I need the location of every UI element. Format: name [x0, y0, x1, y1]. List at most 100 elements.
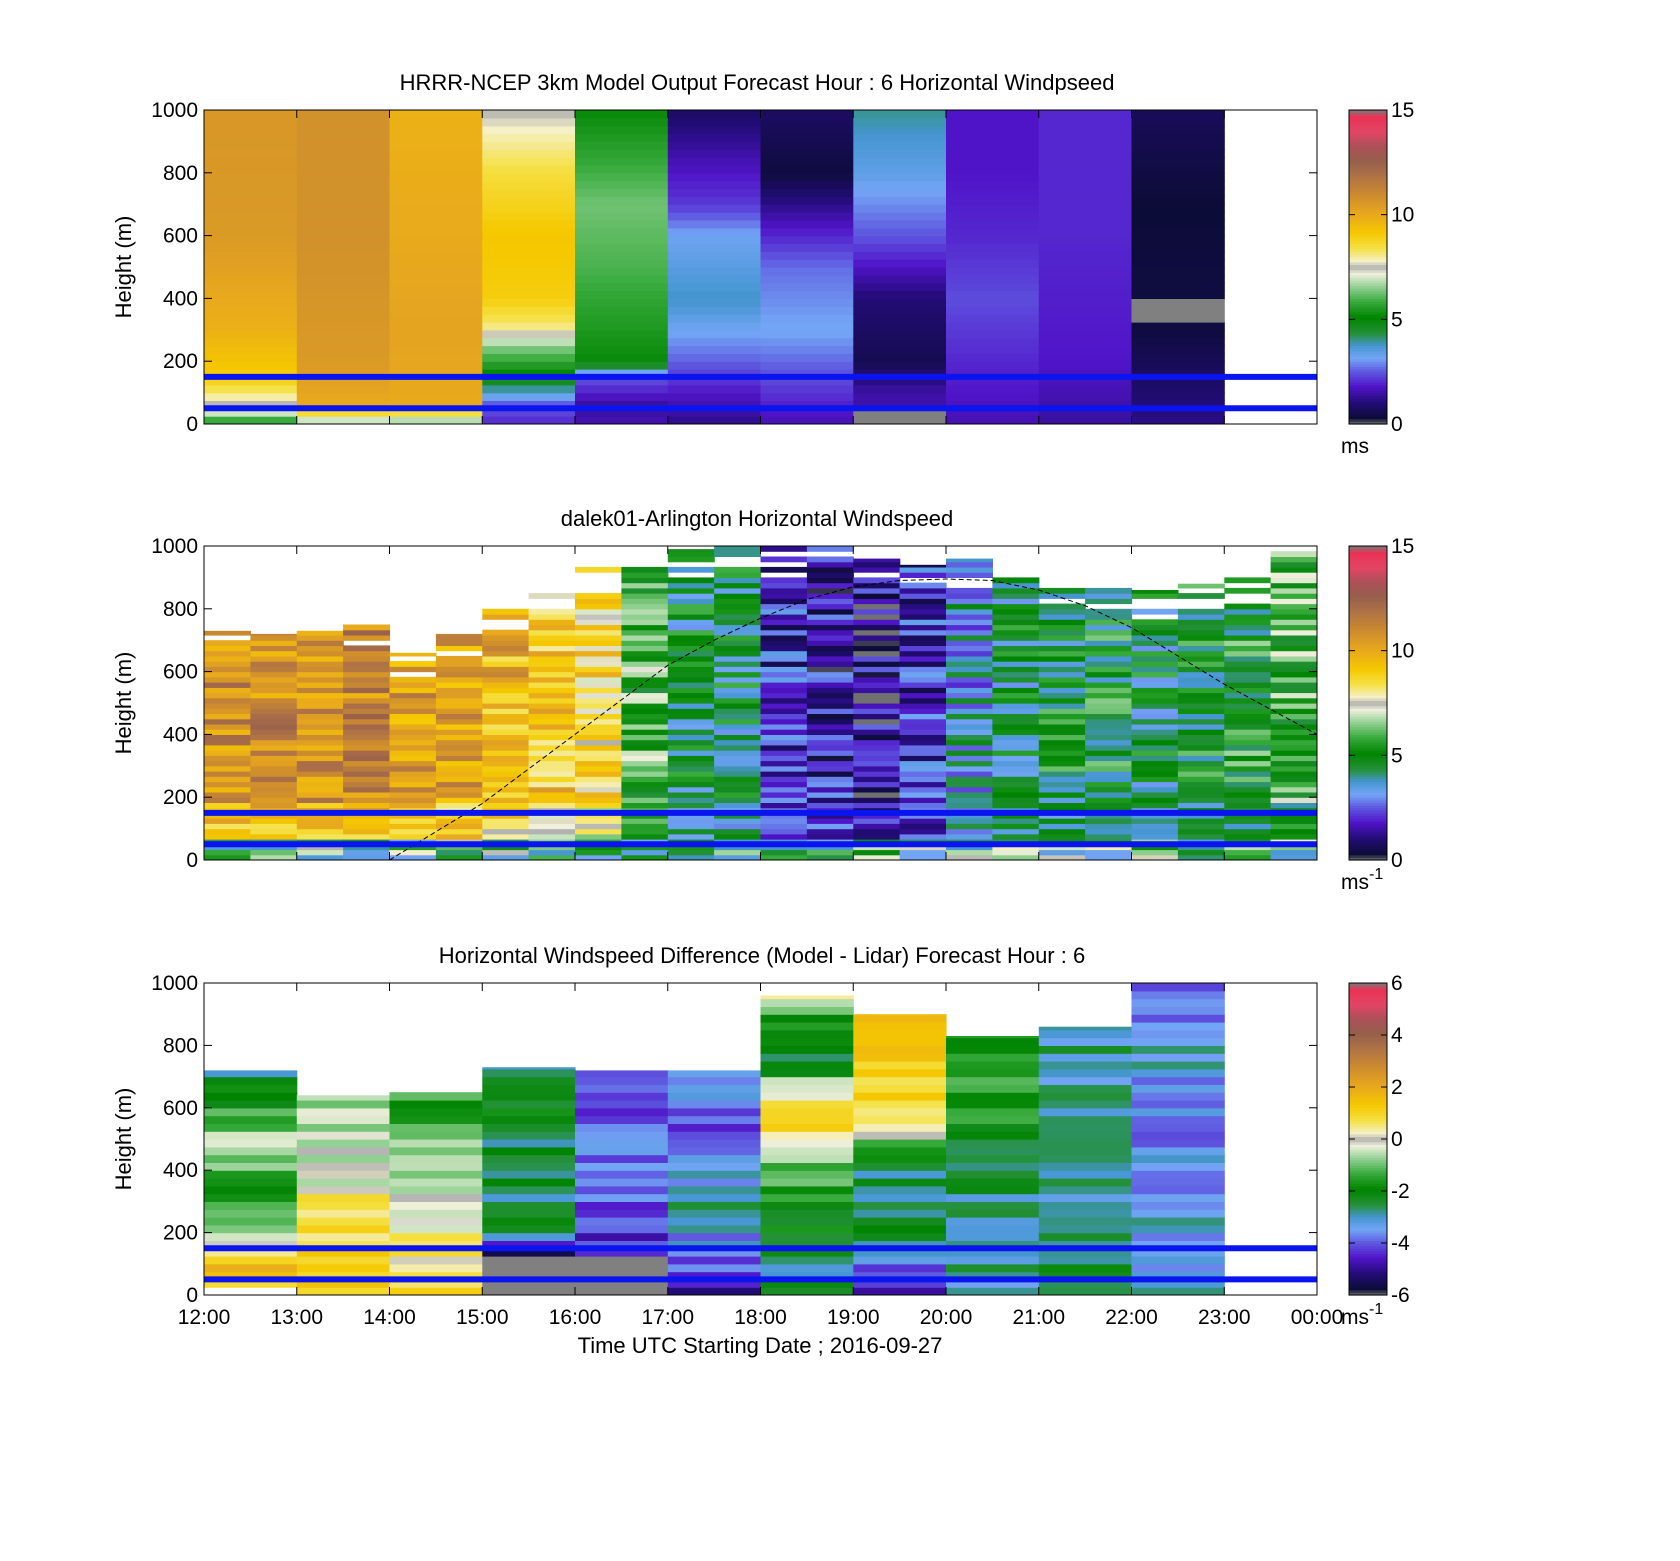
- heatmap-cell: [1038, 149, 1133, 158]
- y-tick-label: 800: [163, 598, 198, 621]
- heatmap-cell: [482, 369, 576, 378]
- heatmap-cell: [1038, 157, 1133, 166]
- heatmap-cell: [343, 708, 391, 714]
- heatmap-cell: [946, 1107, 1040, 1117]
- heatmap-cell: [435, 739, 483, 746]
- panel-lidar-curve: [389, 578, 1317, 860]
- heatmap-cell: [389, 1224, 483, 1234]
- colorbar-segment: [1349, 556, 1387, 560]
- heatmap-cell: [667, 1287, 762, 1295]
- heatmap-cell: [575, 1271, 669, 1280]
- heatmap-cell: [1131, 290, 1225, 299]
- heatmap-cell: [1131, 608, 1179, 615]
- heatmap-cell: [899, 802, 947, 809]
- heatmap-cell: [1038, 274, 1133, 284]
- heatmap-cell: [853, 776, 901, 783]
- heatmap-cell: [528, 744, 576, 751]
- colorbar-segment: [1349, 1133, 1387, 1137]
- colorbar-segment: [1349, 1230, 1387, 1234]
- colorbar-segment: [1349, 580, 1387, 584]
- heatmap-cell: [204, 744, 251, 751]
- heatmap-cell: [714, 640, 762, 646]
- heatmap-cell: [204, 219, 298, 229]
- heatmap-cell: [853, 369, 947, 378]
- colorbar-segment: [1349, 697, 1387, 701]
- colorbar-segment: [1349, 321, 1387, 326]
- heatmap-cell: [1131, 708, 1179, 714]
- heatmap-cell: [714, 723, 762, 730]
- heatmap-cell: [389, 133, 483, 142]
- heatmap-cell: [435, 755, 483, 762]
- colorbar-segment: [1349, 1128, 1387, 1132]
- heatmap-cell: [575, 1201, 669, 1210]
- heatmap-cell: [575, 1131, 669, 1140]
- colorbar-segment: [1349, 1063, 1387, 1067]
- y-tick-label: 400: [163, 287, 198, 310]
- heatmap-cell: [1177, 723, 1225, 730]
- heatmap-cell: [482, 1076, 576, 1085]
- heatmap-cell: [482, 298, 576, 307]
- heatmap-cell: [1131, 666, 1179, 673]
- heatmap-cell: [204, 306, 298, 315]
- heatmap-cell: [714, 760, 762, 767]
- heatmap-cell: [667, 566, 715, 573]
- heatmap-cell: [250, 823, 298, 830]
- heatmap-cell: [1131, 1279, 1225, 1288]
- colorbar-segment: [1349, 141, 1387, 145]
- heatmap-cell: [992, 703, 1040, 709]
- heatmap-cell: [204, 149, 298, 158]
- colorbar-segment: [1349, 345, 1387, 349]
- heatmap-cell: [1131, 1014, 1225, 1023]
- heatmap-cell: [714, 781, 762, 788]
- heatmap-cell: [760, 1201, 854, 1210]
- heatmap-cell: [482, 666, 530, 673]
- heatmap-cell: [1131, 750, 1179, 756]
- heatmap-cell: [389, 739, 437, 746]
- heatmap-cell: [204, 1162, 298, 1171]
- colorbar-segment: [1349, 379, 1387, 383]
- heatmap-cell: [760, 141, 854, 150]
- heatmap-cell: [1270, 655, 1317, 662]
- heatmap-cell: [899, 718, 947, 725]
- colorbar-segment: [1349, 248, 1387, 252]
- heatmap-cell: [760, 149, 854, 158]
- heatmap-cell: [296, 781, 344, 788]
- heatmap-cell: [1224, 786, 1272, 793]
- heatmap-cell: [1177, 760, 1225, 767]
- colorbar-segment: [1349, 723, 1387, 728]
- colorbar-segment: [1349, 1191, 1387, 1195]
- heatmap-cell: [946, 141, 1040, 150]
- heatmap-cell: [946, 1076, 1040, 1085]
- colorbar-segment: [1349, 1245, 1387, 1249]
- colorbar-segment: [1349, 1055, 1387, 1059]
- heatmap-cell: [760, 713, 808, 720]
- heatmap-cell: [389, 765, 437, 772]
- heatmap-cell: [760, 1193, 854, 1202]
- heatmap-cell: [343, 802, 391, 809]
- heatmap-cell: [1131, 655, 1179, 662]
- colorbar-segment: [1349, 839, 1387, 843]
- heatmap-cell: [204, 818, 251, 824]
- colorbar-segment: [1349, 136, 1387, 140]
- colorbar-segment: [1349, 1048, 1387, 1052]
- heatmap-cell: [1224, 833, 1272, 840]
- heatmap-cell: [1131, 833, 1179, 840]
- heatmap-cell: [575, 1193, 669, 1202]
- colorbar-segment: [1349, 123, 1387, 127]
- colorbar-segment: [1349, 710, 1387, 715]
- heatmap-cell: [389, 1162, 483, 1171]
- heatmap-cell: [575, 823, 622, 830]
- colorbar-segment: [1349, 1248, 1387, 1252]
- heatmap-cell: [1131, 818, 1179, 824]
- heatmap-cell: [760, 781, 808, 788]
- colorbar-segment: [1349, 1250, 1387, 1254]
- heatmap-cell: [1038, 729, 1086, 735]
- heatmap-cell: [667, 408, 762, 417]
- heatmap-cell: [621, 755, 669, 762]
- colorbar-segment: [1349, 802, 1387, 806]
- heatmap-cell: [250, 650, 298, 657]
- heatmap-cell: [899, 661, 947, 667]
- heatmap-cell: [1038, 1201, 1133, 1210]
- heatmap-cell: [250, 750, 298, 756]
- heatmap-cell: [1224, 676, 1272, 683]
